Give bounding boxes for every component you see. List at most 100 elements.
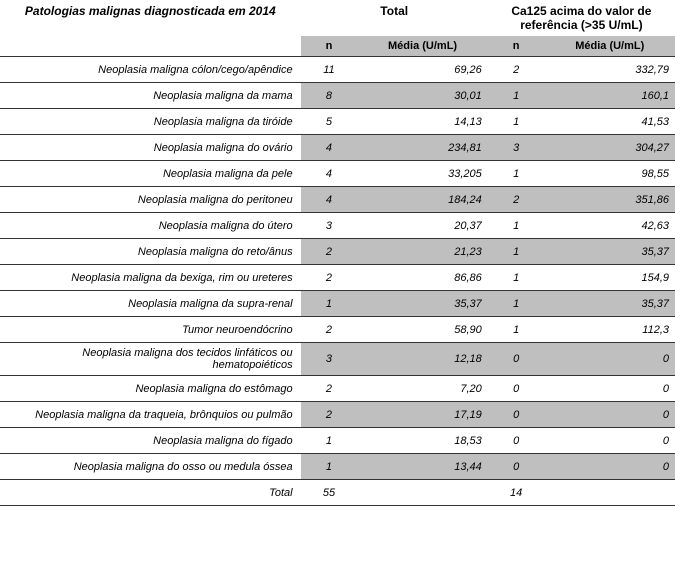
row-n1: 3: [301, 343, 358, 376]
row-label: Neoplasia maligna da mama: [0, 83, 301, 109]
row-m1: 30,01: [357, 83, 487, 109]
row-m1: 17,19: [357, 402, 487, 428]
row-n2: 1: [488, 291, 545, 317]
row-label: Neoplasia maligna do peritoneu: [0, 187, 301, 213]
row-n1: 2: [301, 402, 358, 428]
row-m2: 0: [545, 428, 675, 454]
row-n2: 1: [488, 239, 545, 265]
row-m1: 58,90: [357, 317, 487, 343]
row-n1: 5: [301, 109, 358, 135]
row-m2: 0: [545, 402, 675, 428]
table-row: Neoplasia maligna cólon/cego/apêndice116…: [0, 57, 675, 83]
table-row: Neoplasia maligna do osso ou medula ósse…: [0, 454, 675, 480]
table-row: Neoplasia maligna do peritoneu4184,24235…: [0, 187, 675, 213]
table-row: Neoplasia maligna da traqueia, brônquios…: [0, 402, 675, 428]
header-n1: n: [301, 36, 358, 57]
header-empty: [0, 36, 301, 57]
row-m1: 86,86: [357, 265, 487, 291]
row-m1: 234,81: [357, 135, 487, 161]
row-m2: 332,79: [545, 57, 675, 83]
table-row: Tumor neuroendócrino258,901112,3: [0, 317, 675, 343]
total-label: Total: [0, 480, 301, 506]
row-label: Neoplasia maligna da traqueia, brônquios…: [0, 402, 301, 428]
table-row: Neoplasia maligna da supra-renal135,3713…: [0, 291, 675, 317]
row-n1: 1: [301, 291, 358, 317]
row-n2: 1: [488, 213, 545, 239]
row-label: Neoplasia maligna da supra-renal: [0, 291, 301, 317]
row-n1: 2: [301, 265, 358, 291]
row-label: Neoplasia maligna do reto/ânus: [0, 239, 301, 265]
row-m2: 42,63: [545, 213, 675, 239]
row-n2: 0: [488, 343, 545, 376]
row-n1: 2: [301, 317, 358, 343]
row-n2: 1: [488, 161, 545, 187]
row-n2: 2: [488, 187, 545, 213]
table-row: Neoplasia maligna do estômago27,2000: [0, 376, 675, 402]
row-m1: 33,205: [357, 161, 487, 187]
table-row: Neoplasia maligna da pele433,205198,55: [0, 161, 675, 187]
row-n2: 0: [488, 454, 545, 480]
header-m2: Média (U/mL): [545, 36, 675, 57]
row-n2: 0: [488, 428, 545, 454]
row-n2: 1: [488, 265, 545, 291]
row-m2: 98,55: [545, 161, 675, 187]
row-n1: 11: [301, 57, 358, 83]
row-label: Neoplasia maligna do osso ou medula ósse…: [0, 454, 301, 480]
row-m2: 41,53: [545, 109, 675, 135]
table-row: Neoplasia maligna da bexiga, rim ou uret…: [0, 265, 675, 291]
row-n1: 3: [301, 213, 358, 239]
row-label: Neoplasia maligna do útero: [0, 213, 301, 239]
row-m2: 0: [545, 376, 675, 402]
row-n1: 1: [301, 454, 358, 480]
row-n2: 2: [488, 57, 545, 83]
row-label: Neoplasia maligna do estômago: [0, 376, 301, 402]
row-n1: 1: [301, 428, 358, 454]
table-row: Neoplasia maligna da tiróide514,13141,53: [0, 109, 675, 135]
row-label: Neoplasia maligna da pele: [0, 161, 301, 187]
header-m1: Média (U/mL): [357, 36, 487, 57]
row-n2: 1: [488, 83, 545, 109]
row-n1: 4: [301, 161, 358, 187]
row-n1: 2: [301, 376, 358, 402]
row-n2: 1: [488, 317, 545, 343]
total-n1: 55: [301, 480, 358, 506]
row-m2: 35,37: [545, 291, 675, 317]
row-m2: 351,86: [545, 187, 675, 213]
row-label: Neoplasia maligna do ovário: [0, 135, 301, 161]
row-n2: 0: [488, 402, 545, 428]
row-n1: 8: [301, 83, 358, 109]
row-m1: 18,53: [357, 428, 487, 454]
row-label: Neoplasia maligna da bexiga, rim ou uret…: [0, 265, 301, 291]
row-m2: 304,27: [545, 135, 675, 161]
row-m2: 160,1: [545, 83, 675, 109]
row-m1: 14,13: [357, 109, 487, 135]
table-total-row: Total5514: [0, 480, 675, 506]
row-n2: 0: [488, 376, 545, 402]
table-row: Neoplasia maligna do reto/ânus221,23135,…: [0, 239, 675, 265]
row-m1: 35,37: [357, 291, 487, 317]
header-elevated: Ca125 acima do valor de referência (>35 …: [488, 0, 675, 36]
table-row: Neoplasia maligna da mama830,011160,1: [0, 83, 675, 109]
row-m2: 0: [545, 343, 675, 376]
row-n1: 4: [301, 135, 358, 161]
row-m1: 12,18: [357, 343, 487, 376]
header-n2: n: [488, 36, 545, 57]
row-label: Tumor neuroendócrino: [0, 317, 301, 343]
table-row: Neoplasia maligna do fígado118,5300: [0, 428, 675, 454]
row-m1: 21,23: [357, 239, 487, 265]
table-row: Neoplasia maligna dos tecidos linfáticos…: [0, 343, 675, 376]
row-m2: 112,3: [545, 317, 675, 343]
row-label: Neoplasia maligna dos tecidos linfáticos…: [0, 343, 301, 376]
total-m1: [357, 480, 487, 506]
header-total: Total: [301, 0, 488, 36]
row-n1: 4: [301, 187, 358, 213]
row-label: Neoplasia maligna cólon/cego/apêndice: [0, 57, 301, 83]
row-n1: 2: [301, 239, 358, 265]
row-m1: 184,24: [357, 187, 487, 213]
row-m2: 35,37: [545, 239, 675, 265]
row-n2: 3: [488, 135, 545, 161]
row-n2: 1: [488, 109, 545, 135]
row-m2: 0: [545, 454, 675, 480]
table-row: Neoplasia maligna do ovário4234,813304,2…: [0, 135, 675, 161]
row-m1: 13,44: [357, 454, 487, 480]
